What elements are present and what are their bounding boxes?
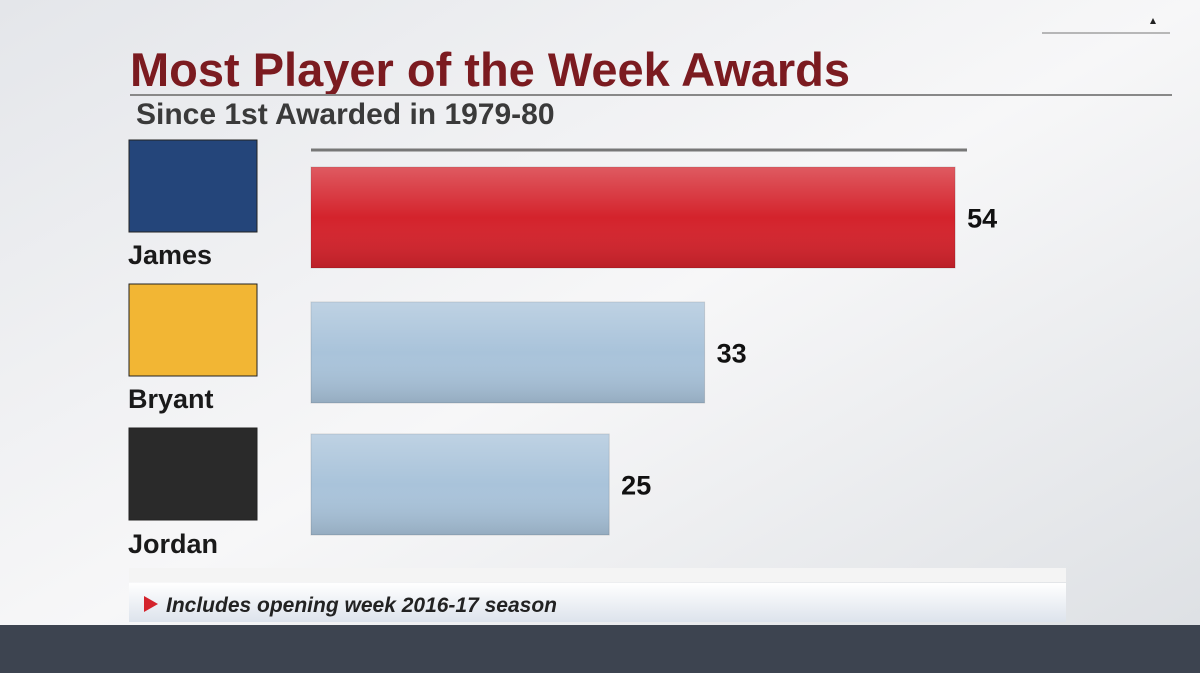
footer-top [129,568,1066,582]
value-label: 54 [967,204,997,234]
chart-subtitle: Since 1st Awarded in 1979-80 [136,98,555,131]
category-label: James [128,240,212,270]
value-label: 25 [621,471,651,501]
category-label: Jordan [128,529,218,559]
bar-shine [311,167,956,268]
category-label: Bryant [128,384,214,414]
bar-shine [311,434,610,535]
photo [128,283,258,377]
note-marker [144,596,158,612]
chart-title: Most Player of the Week Awards [130,43,850,96]
footer-box [129,583,1066,622]
note: Includes opening week 2016-17 season [166,594,557,617]
player-photos [128,139,258,521]
bar-shine [311,302,705,403]
value-label: 33 [717,339,747,369]
photo [128,427,258,521]
photo [128,139,258,233]
corner-icon [1150,18,1156,24]
bottom-strip [0,625,1200,673]
